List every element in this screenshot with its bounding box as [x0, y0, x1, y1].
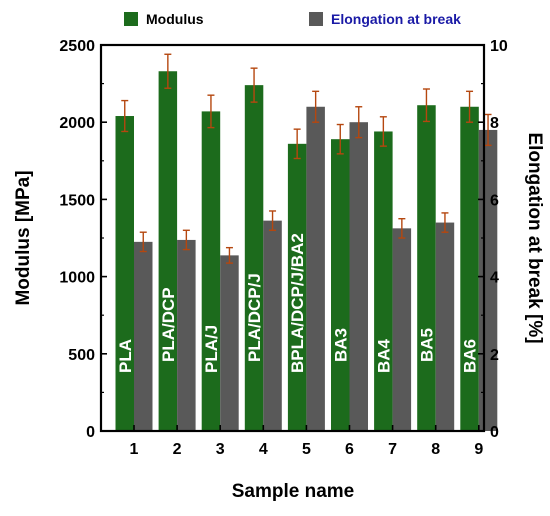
bar-modulus-8 [417, 105, 436, 431]
bar-elongation-8 [435, 222, 455, 431]
error-bars-group [121, 53, 492, 264]
error-bar-elongation-2 [182, 229, 190, 251]
bar-label-7: BA4 [374, 338, 393, 373]
legend: Modulus Elongation at break [124, 11, 461, 27]
error-bar-modulus-5 [293, 128, 301, 160]
bar-elongation-6 [349, 122, 368, 431]
bar-label-2: PLA/DCP [159, 287, 178, 362]
bar-elongation-2 [177, 239, 196, 431]
legend-swatch-elongation [309, 12, 323, 26]
error-bar-elongation-1 [139, 231, 147, 253]
bar-label-1: PLA [116, 339, 135, 373]
x-tick-label-2: 2 [173, 441, 182, 458]
error-bar-modulus-2 [164, 53, 172, 89]
x-tick-label-6: 6 [345, 441, 354, 458]
bar-label-3: PLA/J [202, 325, 221, 373]
x-axis-title: Sample name [232, 481, 355, 502]
error-bar-elongation-7 [398, 217, 406, 239]
y2-tick-label-4: 8 [490, 115, 499, 132]
bar-labels-group: PLA PLA/DCP PLA/J PLA/DCP/J BPLA/DCP/J/BA2 BA… [116, 233, 480, 373]
bar-elongation-1 [134, 241, 153, 431]
error-bar-elongation-6 [355, 106, 363, 139]
error-bar-elongation-8 [441, 212, 449, 233]
y2-tick-label-2: 4 [490, 270, 499, 287]
y2-tick-label-0: 0 [490, 424, 499, 441]
bar-label-8: BA5 [417, 328, 436, 362]
error-bar-elongation-9 [484, 113, 492, 147]
error-bar-modulus-4 [250, 67, 258, 103]
y-tick-label-3: 1500 [59, 192, 95, 209]
error-bar-modulus-7 [379, 116, 387, 147]
x-tick-label-9: 9 [474, 441, 483, 458]
y2-tick-label-5: 10 [490, 38, 508, 55]
error-bar-elongation-5 [312, 90, 320, 123]
bar-label-4: PLA/DCP/J [245, 273, 264, 362]
bar-modulus-5 [287, 143, 307, 432]
y2-tick-label-3: 6 [490, 192, 499, 209]
x-tick-label-3: 3 [216, 441, 225, 458]
bar-label-5: BPLA/DCP/J/BA2 [288, 233, 307, 373]
x-tick-label-1: 1 [130, 441, 139, 458]
bar-label-9: BA6 [461, 339, 480, 373]
y2-tick-label-1: 2 [490, 347, 499, 364]
legend-swatch-modulus [124, 12, 138, 26]
error-bar-modulus-1 [121, 99, 129, 133]
x-tick-label-7: 7 [388, 441, 397, 458]
bar-elongation-4 [263, 220, 282, 431]
y-tick-label-4: 2000 [59, 115, 95, 132]
error-bar-modulus-9 [466, 90, 474, 123]
bar-label-6: BA3 [331, 328, 350, 362]
y-tick-label-5: 2500 [59, 38, 95, 55]
x-tick-label-8: 8 [431, 441, 440, 458]
legend-label-modulus: Modulus [146, 11, 204, 27]
error-bar-modulus-8 [422, 88, 430, 123]
y2-axis-title: Elongation at break [%] [524, 132, 545, 343]
error-bar-modulus-3 [207, 94, 215, 129]
y-tick-label-2: 1000 [59, 270, 95, 287]
bar-modulus-3 [201, 111, 221, 431]
y-tick-label-0: 0 [86, 424, 95, 441]
bar-elongation-3 [220, 255, 239, 431]
bar-modulus-4 [244, 85, 264, 432]
bar-elongation-5 [306, 106, 325, 431]
error-bar-elongation-4 [269, 210, 277, 231]
y-tick-label-1: 500 [68, 347, 95, 364]
bar-modulus-9 [460, 106, 479, 431]
error-bar-modulus-6 [336, 123, 344, 155]
bar-modulus-7 [374, 131, 393, 432]
legend-label-elongation: Elongation at break [331, 11, 461, 27]
bar-modulus-6 [331, 139, 350, 431]
bar-elongation-7 [392, 228, 412, 431]
x-tick-label-4: 4 [259, 441, 268, 458]
error-bar-elongation-3 [225, 246, 233, 264]
bar-modulus-2 [158, 71, 178, 432]
bars-group [115, 71, 498, 432]
bar-modulus-1 [115, 116, 134, 432]
y-axis-title: Modulus [MPa] [13, 170, 34, 305]
x-tick-label-5: 5 [302, 441, 311, 458]
